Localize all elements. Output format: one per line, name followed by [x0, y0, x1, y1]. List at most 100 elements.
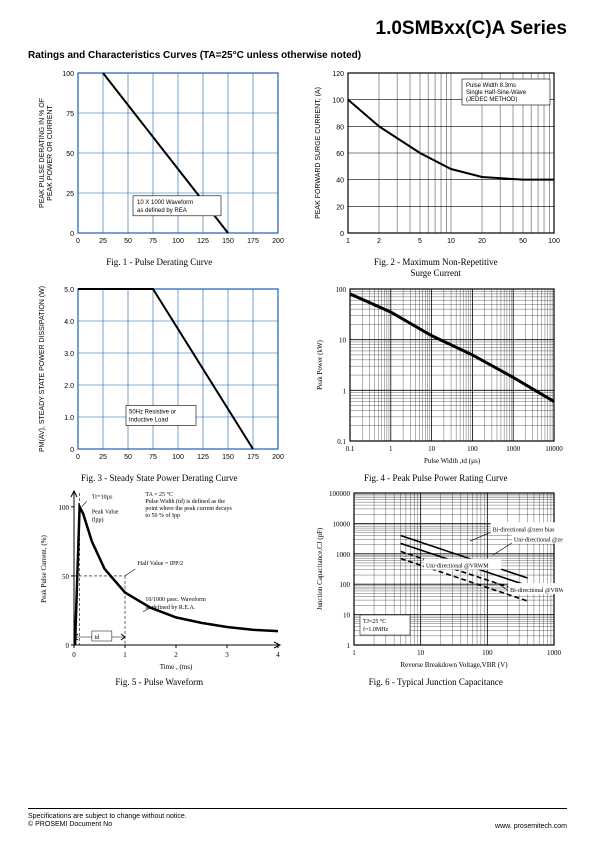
svg-text:Uni-directional @VRWM: Uni-directional @VRWM — [426, 564, 489, 570]
svg-text:PM(AV), STEADY STATE POWER DIS: PM(AV), STEADY STATE POWER DISSIPATION (… — [39, 286, 46, 452]
svg-text:0: 0 — [65, 642, 69, 650]
svg-text:0: 0 — [70, 231, 74, 238]
svg-text:PEAK PULSE DERATING IN % OFPEA: PEAK PULSE DERATING IN % OFPEAK POWER OR… — [39, 98, 54, 208]
fig1-cell: 02550751001251501752000255075100PEAK PUL… — [28, 65, 291, 279]
svg-text:10: 10 — [417, 649, 425, 657]
charts-grid: 02550751001251501752000255075100PEAK PUL… — [28, 65, 567, 688]
svg-text:3: 3 — [225, 651, 229, 659]
svg-text:100: 100 — [467, 445, 478, 453]
svg-text:100: 100 — [172, 454, 184, 461]
svg-text:150: 150 — [222, 454, 234, 461]
svg-text:100: 100 — [172, 238, 184, 245]
fig2-chart: 125102050100020406080100120PEAK FORWARD … — [308, 65, 563, 255]
svg-text:20: 20 — [478, 238, 486, 245]
svg-text:100: 100 — [482, 649, 493, 657]
svg-text:1000: 1000 — [336, 551, 351, 559]
svg-text:100: 100 — [548, 238, 560, 245]
svg-text:Tr=10µs: Tr=10µs — [92, 495, 113, 501]
svg-text:10: 10 — [339, 336, 347, 344]
footer-rule — [28, 808, 567, 809]
svg-text:120: 120 — [333, 71, 345, 78]
svg-text:40: 40 — [336, 178, 344, 185]
fig3-chart: 025507510012515017520001.02.03.04.05.0PM… — [32, 281, 287, 471]
svg-text:75: 75 — [149, 454, 157, 461]
svg-text:0.1: 0.1 — [346, 445, 355, 453]
fig2-caption: Fig. 2 - Maximum Non-Repetitive Surge Cu… — [374, 257, 498, 279]
svg-text:1.0: 1.0 — [64, 415, 74, 422]
svg-text:100: 100 — [333, 98, 345, 105]
fig5-cell: 0 1 2 3 4 0 50 100 Time , (ms) Peak Pulse Current… — [28, 485, 291, 688]
footer-line2: © PROSEMI Document No — [28, 821, 187, 830]
svg-text:TA = 25 °CPulse Width (td) is: TA = 25 °CPulse Width (td) is defined as… — [145, 491, 232, 519]
svg-text:200: 200 — [272, 238, 284, 245]
svg-text:3.0: 3.0 — [64, 351, 74, 358]
fig4-caption: Fig. 4 - Peak Pulse Power Rating Curve — [364, 473, 508, 484]
fig3-cell: 025507510012515017520001.02.03.04.05.0PM… — [28, 281, 291, 484]
fig4-chart: 0.11101001000100000.1110100Pulse Width ,… — [308, 281, 563, 471]
svg-text:25: 25 — [99, 454, 107, 461]
fig6-cell: 1101001000110100100010000100000Reverse B… — [305, 485, 568, 688]
svg-text:Peak Pulse Current, (%): Peak Pulse Current, (%) — [40, 535, 48, 603]
svg-text:25: 25 — [66, 191, 74, 198]
svg-text:175: 175 — [247, 454, 259, 461]
svg-text:10: 10 — [428, 445, 436, 453]
fig1-chart: 02550751001251501752000255075100PEAK PUL… — [32, 65, 287, 255]
svg-text:150: 150 — [222, 238, 234, 245]
svg-text:0: 0 — [76, 238, 80, 245]
svg-text:100: 100 — [58, 504, 69, 512]
svg-text:td: td — [94, 635, 99, 641]
svg-text:5: 5 — [418, 238, 422, 245]
svg-text:Reverse Breakdown Voltage,VBR: Reverse Breakdown Voltage,VBR (V) — [401, 661, 509, 669]
svg-text:100: 100 — [340, 582, 351, 590]
svg-text:Bi-directional @VRWM: Bi-directional @VRWM — [510, 588, 563, 594]
svg-text:100: 100 — [336, 286, 347, 294]
svg-text:4.0: 4.0 — [64, 319, 74, 326]
svg-text:1: 1 — [123, 651, 127, 659]
svg-text:100000: 100000 — [329, 490, 351, 498]
svg-text:80: 80 — [336, 124, 344, 131]
svg-text:50: 50 — [62, 573, 70, 581]
svg-text:10000: 10000 — [333, 521, 351, 529]
svg-text:Peak Power (kW): Peak Power (kW) — [316, 339, 324, 389]
svg-text:0.1: 0.1 — [338, 438, 347, 446]
footer-url: www. prosemitech.com — [495, 823, 567, 830]
svg-text:Peak Value(lpp): Peak Value(lpp) — [92, 510, 119, 524]
svg-text:175: 175 — [247, 238, 259, 245]
svg-text:2: 2 — [174, 651, 178, 659]
svg-text:Junction Capacitance,CJ (pF): Junction Capacitance,CJ (pF) — [316, 527, 324, 610]
footer-line1: Specifications are subject to change wit… — [28, 813, 187, 822]
svg-text:1: 1 — [347, 642, 351, 650]
svg-text:0: 0 — [70, 447, 74, 454]
svg-text:50: 50 — [124, 238, 132, 245]
svg-text:PEAK FORWARD SURGE CURRENT, (A: PEAK FORWARD SURGE CURRENT, (A) — [315, 87, 322, 219]
svg-text:0: 0 — [340, 231, 344, 238]
svg-text:50: 50 — [66, 151, 74, 158]
svg-text:Uni-directional @zero bias: Uni-directional @zero bias — [514, 538, 563, 544]
svg-text:0: 0 — [76, 454, 80, 461]
svg-text:1000: 1000 — [506, 445, 521, 453]
svg-text:1: 1 — [346, 238, 350, 245]
svg-text:1000: 1000 — [547, 649, 562, 657]
svg-text:200: 200 — [272, 454, 284, 461]
svg-text:125: 125 — [197, 454, 209, 461]
svg-text:75: 75 — [149, 238, 157, 245]
svg-text:0: 0 — [72, 651, 76, 659]
svg-text:10/1000 µsec. Waveformas defin: 10/1000 µsec. Waveformas defined by R.E.… — [145, 596, 206, 611]
svg-text:1: 1 — [389, 445, 393, 453]
svg-text:50: 50 — [519, 238, 527, 245]
fig6-chart: 1101001000110100100010000100000Reverse B… — [308, 485, 563, 675]
svg-text:4: 4 — [276, 651, 280, 659]
fig6-caption: Fig. 6 - Typical Junction Capacitance — [369, 677, 503, 688]
svg-text:Bi-directional @zero bias: Bi-directional @zero bias — [493, 528, 556, 534]
svg-text:Pulse Width ,td (µs): Pulse Width ,td (µs) — [424, 457, 481, 465]
svg-text:25: 25 — [99, 238, 107, 245]
svg-text:5.0: 5.0 — [64, 287, 74, 294]
svg-text:Time , (ms): Time , (ms) — [159, 663, 192, 671]
svg-text:10: 10 — [447, 238, 455, 245]
svg-text:125: 125 — [197, 238, 209, 245]
fig2-cell: 125102050100020406080100120PEAK FORWARD … — [305, 65, 568, 279]
fig3-caption: Fig. 3 - Steady State Power Derating Cur… — [81, 473, 237, 484]
svg-text:10000: 10000 — [546, 445, 564, 453]
fig1-caption: Fig. 1 - Pulse Derating Curve — [106, 257, 212, 268]
fig4-cell: 0.11101001000100000.1110100Pulse Width ,… — [305, 281, 568, 484]
